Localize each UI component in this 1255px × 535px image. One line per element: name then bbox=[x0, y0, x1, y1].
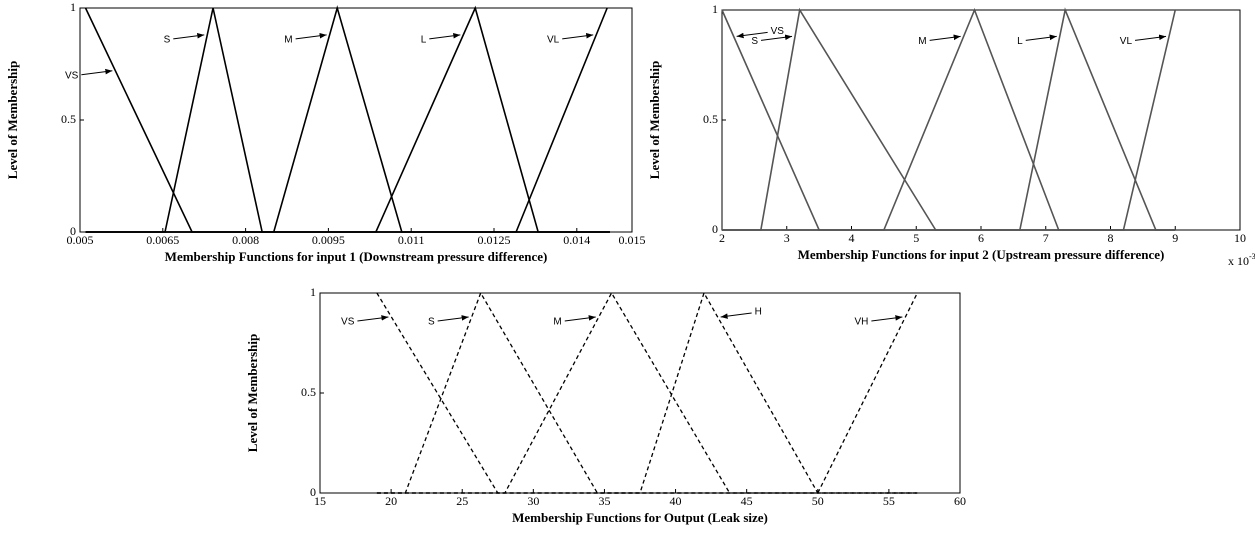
membership-line bbox=[722, 9, 1177, 231]
series-label: VS bbox=[65, 70, 79, 81]
x-tick-label: 0.0125 bbox=[478, 233, 511, 247]
series-label: VS bbox=[771, 26, 785, 37]
series-label: M bbox=[918, 36, 926, 47]
y-tick-label: 0.5 bbox=[61, 112, 76, 126]
x-tick-label: 55 bbox=[883, 494, 895, 508]
x-tick-label: 25 bbox=[456, 494, 468, 508]
x-tick-label: 5 bbox=[913, 231, 919, 245]
membership-line bbox=[376, 292, 918, 494]
x-tick-label: 45 bbox=[741, 494, 753, 508]
annotation-arrow bbox=[1025, 34, 1057, 41]
annotation-arrow bbox=[929, 34, 961, 41]
x-tick-label: 60 bbox=[954, 494, 966, 508]
series-label: VL bbox=[1120, 36, 1133, 47]
annotation-arrow bbox=[173, 32, 205, 40]
membership-line bbox=[376, 291, 918, 494]
membership-line bbox=[722, 7, 1176, 231]
series-label: H bbox=[755, 307, 762, 318]
x-tick-label: 4 bbox=[849, 231, 855, 245]
annotation-arrow bbox=[295, 32, 327, 40]
y-tick-label: 1 bbox=[712, 2, 718, 16]
annotation-arrow bbox=[357, 315, 389, 322]
membership-line bbox=[85, 7, 608, 233]
membership-line bbox=[722, 7, 1176, 231]
y-tick-label: 0 bbox=[70, 224, 76, 238]
x-tick-label: 9 bbox=[1172, 231, 1178, 245]
series-label: S bbox=[751, 36, 758, 47]
x-tick-label: 50 bbox=[812, 494, 824, 508]
x-tick-label: 3 bbox=[784, 231, 790, 245]
y-tick-label: 1 bbox=[310, 285, 316, 299]
series-label: S bbox=[164, 35, 171, 46]
series-label: VH bbox=[854, 317, 868, 328]
x-tick-label: 0.011 bbox=[398, 233, 425, 247]
x-tick-label: 0.0065 bbox=[146, 233, 179, 247]
annotation-arrow bbox=[1134, 34, 1167, 41]
series-label: M bbox=[284, 35, 292, 46]
y-tick-label: 0 bbox=[310, 485, 316, 499]
x-offset-exponent: -3 bbox=[1249, 252, 1255, 261]
x-tick-label: 2 bbox=[719, 231, 725, 245]
plot-frame bbox=[721, 9, 1241, 231]
y-axis-label: Level of Membership bbox=[647, 61, 662, 179]
annotation-arrow bbox=[81, 68, 113, 76]
membership-line bbox=[376, 292, 918, 494]
x-tick-label: 0.0095 bbox=[312, 233, 345, 247]
x-axis-label: Membership Functions for input 2 (Upstre… bbox=[798, 247, 1165, 262]
membership-line bbox=[722, 7, 1176, 231]
series-label: M bbox=[553, 317, 561, 328]
x-tick-label: 8 bbox=[1108, 231, 1114, 245]
x-offset-label: x 10-3 bbox=[1228, 252, 1255, 268]
y-axis-label: Level of Membership bbox=[245, 334, 260, 452]
membership-line bbox=[721, 9, 1176, 231]
series-label: S bbox=[428, 317, 435, 328]
x-tick-label: 10 bbox=[1234, 231, 1246, 245]
series-label: VS bbox=[341, 317, 355, 328]
membership-line bbox=[376, 291, 918, 494]
x-tick-label: 0.015 bbox=[619, 233, 646, 247]
annotation-arrow bbox=[736, 31, 768, 39]
annotation-arrow bbox=[760, 34, 793, 41]
x-tick-label: 0.014 bbox=[563, 233, 590, 247]
y-tick-label: 1 bbox=[70, 0, 76, 14]
x-axis-label: Membership Functions for Output (Leak si… bbox=[512, 510, 768, 525]
annotation-arrow bbox=[720, 312, 752, 319]
x-tick-label: 0.005 bbox=[67, 233, 94, 247]
y-tick-label: 0.5 bbox=[703, 112, 718, 126]
series-label: L bbox=[421, 35, 427, 46]
series-label: VL bbox=[547, 35, 560, 46]
annotation-arrow bbox=[429, 32, 461, 40]
annotation-arrow bbox=[871, 315, 903, 322]
x-tick-label: 20 bbox=[385, 494, 397, 508]
x-tick-label: 6 bbox=[978, 231, 984, 245]
x-tick-label: 15 bbox=[314, 494, 326, 508]
annotation-arrow bbox=[437, 315, 469, 322]
x-tick-label: 0.008 bbox=[232, 233, 259, 247]
x-tick-label: 40 bbox=[670, 494, 682, 508]
x-offset-text: x 10 bbox=[1228, 254, 1249, 268]
y-tick-label: 0.5 bbox=[301, 385, 316, 399]
y-tick-label: 0 bbox=[712, 222, 718, 236]
annotation-arrow bbox=[564, 315, 596, 322]
series-label: L bbox=[1017, 36, 1023, 47]
annotation-arrow bbox=[562, 32, 594, 40]
x-tick-label: 7 bbox=[1043, 231, 1049, 245]
x-tick-label: 30 bbox=[527, 494, 539, 508]
x-axis-label: Membership Functions for input 1 (Downst… bbox=[165, 249, 548, 264]
membership-line bbox=[376, 291, 918, 494]
y-axis-label: Level of Membership bbox=[5, 61, 20, 179]
x-tick-label: 35 bbox=[598, 494, 610, 508]
